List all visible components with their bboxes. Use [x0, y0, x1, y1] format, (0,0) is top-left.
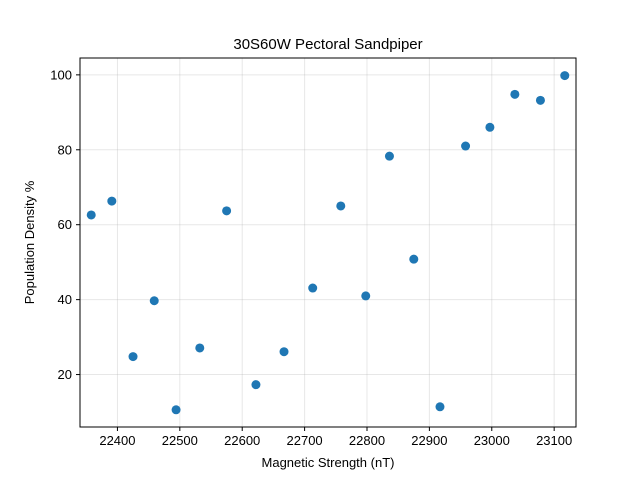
x-tick-label: 22800	[349, 433, 385, 448]
grid	[80, 58, 576, 427]
data-point	[251, 380, 261, 390]
data-point	[308, 283, 318, 293]
data-point	[107, 196, 117, 206]
y-tick-label: 80	[58, 142, 72, 157]
x-axis-label: Magnetic Strength (nT)	[262, 455, 395, 470]
y-axis-label: Population Density %	[22, 180, 37, 304]
y-tick-label: 100	[50, 67, 72, 82]
data-points	[86, 71, 570, 415]
data-point	[195, 343, 205, 353]
data-point	[409, 254, 419, 264]
data-point	[535, 95, 545, 105]
data-point	[222, 206, 232, 216]
x-tick-label: 22400	[99, 433, 135, 448]
data-point	[510, 89, 520, 99]
x-axis: 22400 22500 22600 22700 22800 22900 23000 23100	[99, 427, 572, 448]
data-point	[461, 141, 471, 151]
data-point	[384, 151, 394, 161]
data-point	[336, 201, 346, 211]
data-point	[149, 296, 159, 306]
data-point	[560, 71, 570, 81]
y-tick-label: 60	[58, 217, 72, 232]
data-point	[86, 210, 96, 220]
x-tick-label: 22700	[287, 433, 323, 448]
x-tick-label: 23000	[474, 433, 510, 448]
x-tick-label: 23100	[536, 433, 572, 448]
plot-frame	[79, 57, 577, 428]
y-tick-label: 40	[58, 292, 72, 307]
x-tick-label: 22600	[224, 433, 260, 448]
data-point	[128, 352, 138, 362]
x-tick-label: 22500	[162, 433, 198, 448]
x-tick-label: 22900	[411, 433, 447, 448]
data-point	[361, 291, 371, 301]
y-tick-label: 20	[58, 367, 72, 382]
data-point	[485, 122, 495, 132]
data-point	[279, 347, 289, 357]
data-point	[171, 405, 181, 415]
chart-title: 30S60W Pectoral Sandpiper	[233, 36, 422, 53]
data-point	[435, 402, 445, 412]
y-axis: 20 40 60 80 100	[50, 67, 80, 382]
